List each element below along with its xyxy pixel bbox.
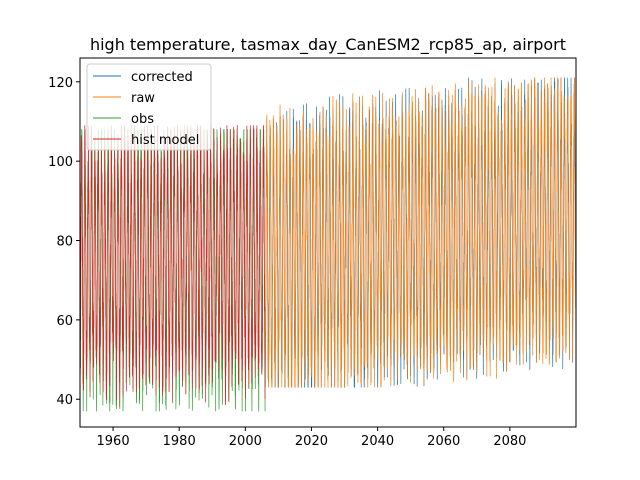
x-tick-label-2000: 2000 [229, 434, 262, 449]
chart-title: high temperature, tasmax_day_CanESM2_rcp… [90, 35, 566, 55]
y-tick-label-40: 40 [56, 393, 73, 408]
y-tick-label-120: 120 [48, 76, 73, 91]
legend-box [86, 63, 212, 151]
y-tick-label-100: 100 [48, 155, 73, 170]
y-tick-label-60: 60 [56, 314, 73, 329]
legend: corrected raw obs hist model [86, 63, 212, 151]
series-line-raw [264, 77, 576, 388]
legend-label-corrected: corrected [131, 70, 193, 85]
series-line-hist-model [80, 125, 266, 407]
x-tick-label-2080: 2080 [493, 434, 526, 449]
legend-label-hist-model: hist model [131, 133, 199, 148]
axes-frame [79, 57, 577, 428]
y-tick-label-80: 80 [56, 235, 73, 250]
x-tick-label-1960: 1960 [97, 434, 130, 449]
legend-label-obs: obs [131, 112, 154, 127]
y-axis: 40 60 80 100 120 [48, 76, 80, 408]
x-tick-label-2020: 2020 [295, 434, 328, 449]
x-tick-label-2040: 2040 [361, 434, 394, 449]
series-layer [80, 77, 576, 412]
x-axis: 1960 1980 2000 2020 2040 2060 2080 [97, 427, 526, 449]
legend-label-raw: raw [131, 91, 155, 106]
x-tick-label-2060: 2060 [427, 434, 460, 449]
x-tick-label-1980: 1980 [163, 434, 196, 449]
